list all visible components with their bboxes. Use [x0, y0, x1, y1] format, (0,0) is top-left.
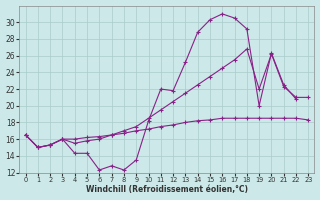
X-axis label: Windchill (Refroidissement éolien,°C): Windchill (Refroidissement éolien,°C) — [86, 185, 248, 194]
